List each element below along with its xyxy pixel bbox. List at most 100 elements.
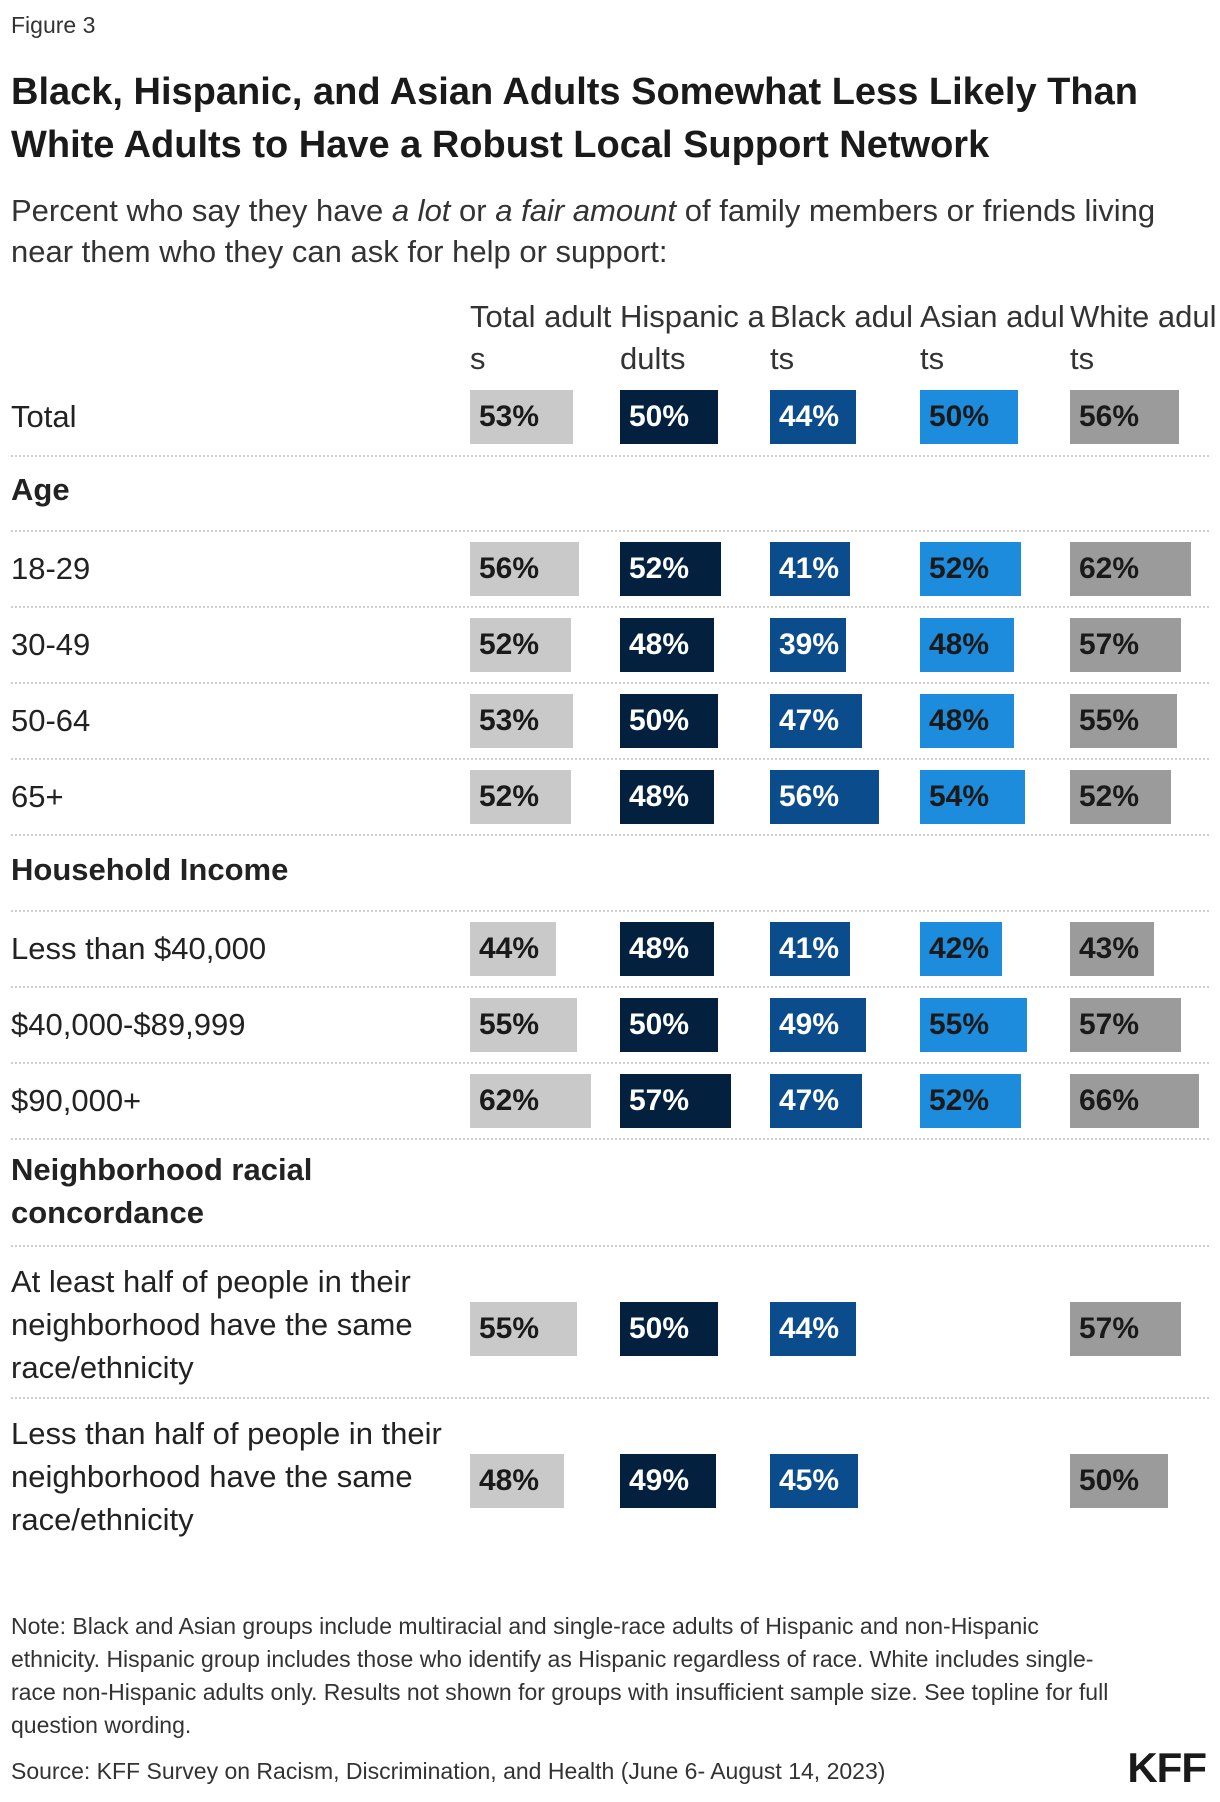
row-label-less-than-40-000: Less than $40,000 (11, 931, 267, 966)
bar-value-label: 52% (1079, 780, 1140, 813)
bar-value-label: 50% (1079, 1464, 1140, 1497)
row-divider (11, 606, 1209, 608)
bar-value-label: 41% (779, 552, 840, 585)
row-divider (11, 1062, 1209, 1064)
column-header-asian-adults: Asian adults (920, 299, 1065, 376)
column-header-white-adults: White adults (1070, 299, 1217, 376)
bar-value-label: 52% (629, 552, 690, 585)
bar-value-label: 44% (479, 932, 540, 965)
bar-value-label: 50% (629, 1312, 690, 1345)
bar-at-least-half-of-people-in-their-neighborhood-have-the-same-race-ethnicity-white-adults (1070, 1302, 1182, 1356)
row-divider (11, 455, 1209, 457)
column-header-black-adults: Black adults (770, 299, 914, 376)
bar-value-label: 57% (629, 1084, 690, 1117)
bar-value-label: 49% (629, 1464, 690, 1497)
bar-40-000-89-999-total-adults (470, 998, 578, 1052)
bar-value-label: 43% (1079, 932, 1140, 965)
bar-value-label: 50% (629, 1008, 690, 1041)
bar-value-label: 62% (1079, 552, 1140, 585)
bar-value-label: 56% (1079, 400, 1140, 433)
bar-30-49-total-adults (470, 618, 572, 672)
row-label-65: 65+ (11, 779, 64, 814)
chart-subtitle: Percent who say they have a lot or a fai… (11, 190, 1206, 272)
bar-value-label: 52% (929, 552, 990, 585)
section-label-neighborhood-racial-concordance: Neighborhood racial concordance (11, 1152, 313, 1230)
bar-18-29-black-adults (770, 542, 850, 596)
row-divider (11, 834, 1209, 836)
bar-value-label: 48% (629, 780, 690, 813)
bar-value-label: 39% (779, 628, 840, 661)
bar-less-than-40-000-black-adults (770, 922, 850, 976)
bar-90-000-total-adults (470, 1074, 591, 1128)
section-label-age: Age (11, 472, 70, 507)
bar-at-least-half-of-people-in-their-neighborhood-have-the-same-race-ethnicity-total-adults (470, 1302, 578, 1356)
column-header-total-adults: Total adults (470, 299, 612, 376)
bar-less-than-40-000-white-adults (1070, 922, 1154, 976)
kff-logo: KFF (1127, 1744, 1207, 1791)
bar-value-label: 44% (779, 400, 840, 433)
bar-less-than-40-000-total-adults (470, 922, 556, 976)
row-divider (11, 1245, 1209, 1247)
bar-total-asian-adults (920, 390, 1018, 444)
row-label-at-least-half-of-people-in-their-neighborhood-have-the-same-race-ethnicity: At least half of people in their neighbo… (11, 1264, 413, 1385)
row-divider (11, 530, 1209, 532)
bar-30-49-hispanic-adults (620, 618, 714, 672)
bar-value-label: 45% (779, 1464, 840, 1497)
bar-value-label: 56% (479, 552, 540, 585)
section-label-household-income: Household Income (11, 852, 289, 887)
bar-value-label: 54% (929, 780, 990, 813)
bar-50-64-hispanic-adults (620, 694, 718, 748)
bar-18-29-total-adults (470, 542, 580, 596)
bar-value-label: 62% (479, 1084, 540, 1117)
bar-value-label: 50% (629, 704, 690, 737)
bar-value-label: 55% (929, 1008, 990, 1041)
bar-value-label: 48% (629, 628, 690, 661)
bar-value-label: 55% (1079, 704, 1140, 737)
bar-total-hispanic-adults (620, 390, 718, 444)
bar-value-label: 42% (929, 932, 990, 965)
bar-value-label: 44% (779, 1312, 840, 1345)
subtitle-mid: or (450, 193, 496, 228)
bar-less-than-40-000-hispanic-adults (620, 922, 714, 976)
bar-30-49-white-adults (1070, 618, 1182, 672)
bar-total-black-adults (770, 390, 856, 444)
bar-90-000-white-adults (1070, 1074, 1199, 1128)
bar-65-white-adults (1070, 770, 1172, 824)
bar-value-label: 55% (479, 1008, 540, 1041)
row-divider (11, 910, 1209, 912)
bar-value-label: 56% (779, 780, 840, 813)
bar-value-label: 66% (1079, 1084, 1140, 1117)
bar-value-label: 48% (479, 1464, 540, 1497)
bar-50-64-white-adults (1070, 694, 1178, 748)
figure-label: Figure 3 (11, 12, 96, 38)
bar-40-000-89-999-black-adults (770, 998, 866, 1052)
bar-65-asian-adults (920, 770, 1026, 824)
subtitle-emphasis-1: a lot (391, 193, 451, 228)
bar-value-label: 48% (929, 628, 990, 661)
bar-less-than-half-of-people-in-their-neighborhood-have-the-same-race-ethnicity-total-adults (470, 1454, 564, 1508)
bar-65-black-adults (770, 770, 880, 824)
bar-value-label: 48% (929, 704, 990, 737)
bar-value-label: 50% (929, 400, 990, 433)
chart-title: Black, Hispanic, and Asian Adults Somewh… (11, 71, 1138, 166)
row-divider (11, 1397, 1209, 1399)
bar-value-label: 55% (479, 1312, 540, 1345)
bar-50-64-black-adults (770, 694, 862, 748)
bar-less-than-40-000-asian-adults (920, 922, 1002, 976)
bar-18-29-white-adults (1070, 542, 1191, 596)
bar-50-64-total-adults (470, 694, 574, 748)
bar-total-white-adults (1070, 390, 1180, 444)
bar-value-label: 57% (1079, 1312, 1140, 1345)
bar-18-29-hispanic-adults (620, 542, 722, 596)
bar-40-000-89-999-white-adults (1070, 998, 1182, 1052)
bar-at-least-half-of-people-in-their-neighborhood-have-the-same-race-ethnicity-hispanic-adults (620, 1302, 718, 1356)
bar-value-label: 52% (479, 780, 540, 813)
bar-at-least-half-of-people-in-their-neighborhood-have-the-same-race-ethnicity-black-adults (770, 1302, 856, 1356)
row-label-total: Total (11, 399, 77, 434)
row-divider (11, 758, 1209, 760)
bar-value-label: 41% (779, 932, 840, 965)
row-label-50-64: 50-64 (11, 703, 91, 738)
row-label-40-000-89-999: $40,000-$89,999 (11, 1007, 246, 1042)
footnote: Note: Black and Asian groups include mul… (11, 1613, 1109, 1738)
bar-value-label: 52% (929, 1084, 990, 1117)
